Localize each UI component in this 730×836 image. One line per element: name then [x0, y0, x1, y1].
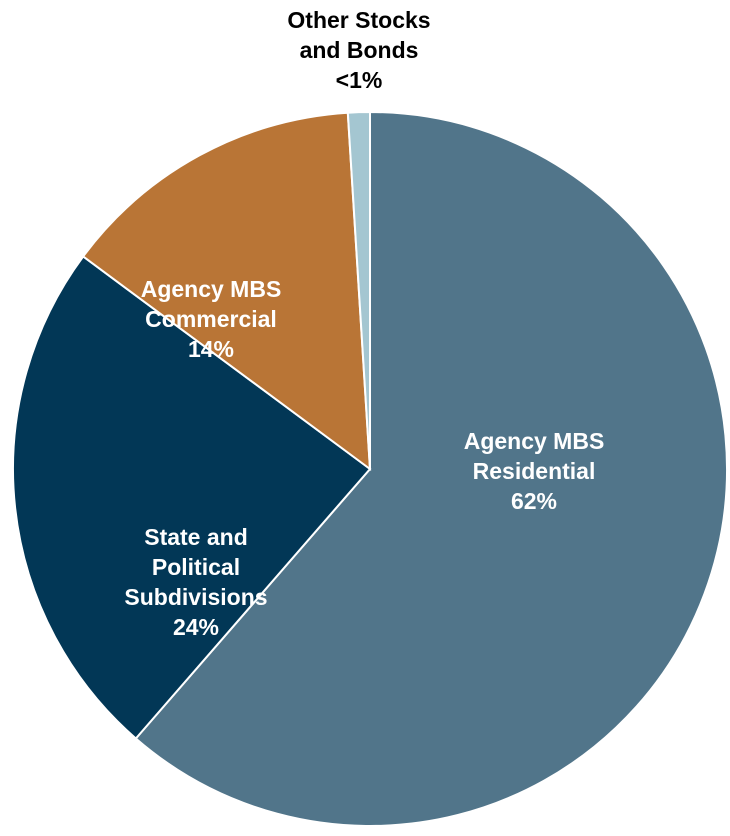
slice-value-label: 24%: [173, 614, 219, 640]
slice-category-label: State and: [144, 524, 248, 550]
slice-category-label: Agency MBS: [464, 428, 605, 454]
slice-value-label: <1%: [336, 67, 383, 93]
slice-value-label: 14%: [188, 336, 234, 362]
slice-category-label: and Bonds: [300, 37, 419, 63]
pie-slice-agency-mbs-commercial: [81, 111, 372, 472]
slice-category-label: Commercial: [145, 306, 277, 332]
slice-category-label: Agency MBS: [141, 276, 282, 302]
slice-label-other-stocks-and-bonds: Other Stocks and Bonds <1%: [287, 7, 430, 93]
slice-category-label: Residential: [473, 458, 596, 484]
slice-category-label: Other Stocks: [287, 7, 430, 33]
pie-labels: Agency MBS Residential 62% State and Politic…: [124, 7, 604, 640]
slice-value-label: 62%: [511, 488, 557, 514]
slice-category-label: Political: [152, 554, 240, 580]
pie-slices: [12, 110, 728, 827]
pie-slice-state-and-political-subdivisions: [12, 255, 372, 740]
slice-label-agency-mbs-commercial: Agency MBS Commercial 14%: [141, 276, 282, 362]
pie-slice-agency-mbs-residential: [134, 110, 728, 827]
slice-category-label: Subdivisions: [124, 584, 267, 610]
pie-slice-other-stocks-and-bonds: [346, 110, 371, 470]
slice-label-state-and-political-subdivisions: State and Political Subdivisions 24%: [124, 524, 267, 640]
slice-label-agency-mbs-residential: Agency MBS Residential 62%: [464, 428, 605, 514]
